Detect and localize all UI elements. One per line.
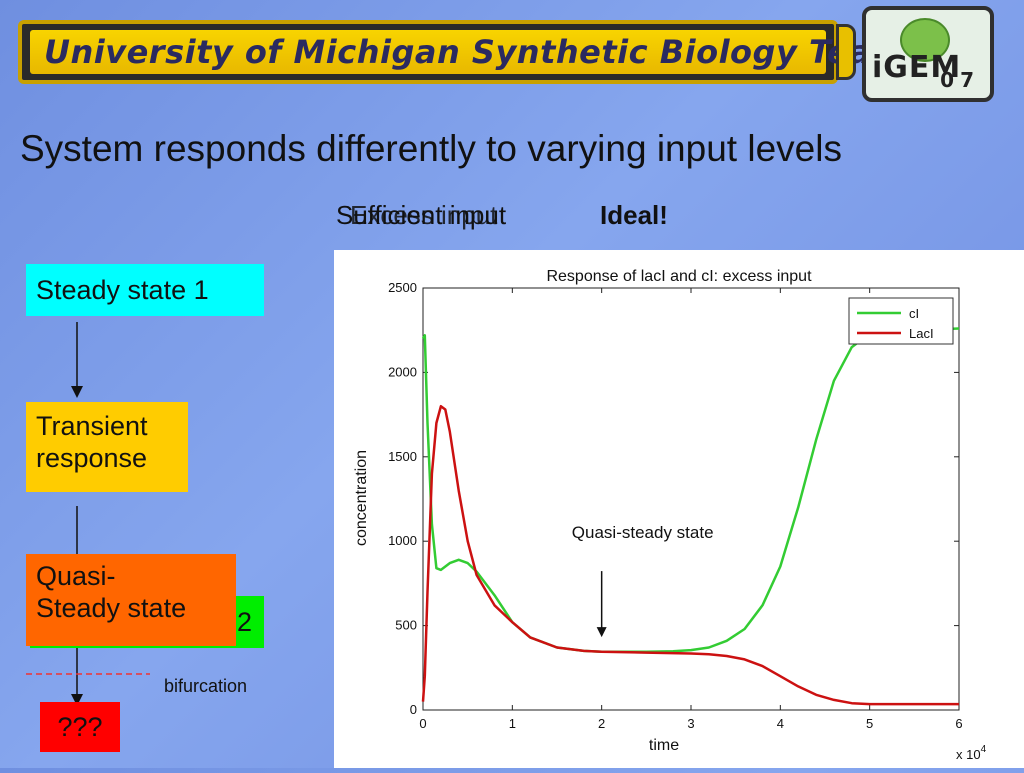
transient-response-box: Transient response	[26, 402, 188, 492]
y-tick-label: 1000	[388, 533, 417, 548]
y-tick-label: 2500	[388, 280, 417, 295]
x-tick-label: 0	[419, 716, 426, 731]
legend-box	[848, 297, 954, 345]
y-tick-label: 1500	[388, 449, 417, 464]
chart-ylabel: concentration	[353, 450, 370, 546]
chart-x-multiplier-exp: 4	[981, 744, 987, 755]
steady-state-1-label: Steady state 1	[36, 274, 209, 305]
igem-logo: iGEM 07	[862, 6, 994, 102]
x-tick-label: 5	[866, 716, 873, 731]
subtitle-sufficient: Sufficient input	[336, 200, 507, 230]
concentration-chart: Response of lacI and cI: excess input co…	[353, 268, 987, 762]
banner-title: University of Michigan Synthetic Biology…	[44, 33, 906, 71]
chart-x-multiplier: x 104	[956, 744, 987, 762]
chart-axes: 0 1 2 3 4 5 6 0 500 1000 1500 2000 2500	[388, 280, 963, 731]
banner-end-cap	[836, 24, 856, 80]
quasi-label-line1: Quasi-	[36, 561, 116, 591]
y-tick-label: 2000	[388, 364, 417, 379]
x-tick-label: 4	[777, 716, 784, 731]
quasi-steady-state-box: Quasi- Steady state	[26, 554, 236, 646]
transient-label-line2: response	[36, 443, 148, 474]
chart-annotation: Quasi-steady state	[572, 523, 714, 638]
annotation-label: Quasi-steady state	[572, 523, 714, 542]
x-tick-label: 6	[955, 716, 962, 731]
series-line-ci	[421, 327, 960, 654]
x-tick-label: 2	[598, 716, 605, 731]
transient-label-line1: Transient	[36, 411, 148, 441]
unknown-state-label: ???	[57, 711, 103, 742]
x-tick-label: 1	[509, 716, 516, 731]
header-banner: University of Michigan Synthetic Biology…	[18, 20, 905, 84]
logo-year: 07	[940, 68, 980, 92]
y-tick-label: 0	[410, 702, 417, 717]
chart-legend: cI LacI	[848, 297, 954, 345]
annotation-arrow-head	[596, 627, 607, 638]
chart-x-multiplier-base: x 10	[956, 747, 981, 762]
steady-state-1-box: Steady state 1	[26, 264, 264, 316]
header-banner-inner: University of Michigan Synthetic Biology…	[30, 30, 905, 74]
logo-text: iGEM	[872, 50, 962, 85]
chart-title: Response of lacI and cI: excess input	[546, 268, 812, 285]
chart-xlabel: time	[649, 737, 679, 754]
y-tick-label: 500	[395, 618, 417, 633]
x-tick-label: 3	[687, 716, 694, 731]
subtitle-excess: Excess input	[350, 200, 498, 230]
chart-panel: Response of lacI and cI: excess input co…	[334, 250, 1024, 768]
steady-state-2-label: 2	[236, 606, 252, 637]
logo-cell-icon	[900, 18, 950, 62]
series-line-laci	[421, 404, 959, 706]
flow-arrows	[26, 322, 150, 706]
bifurcation-label: bifurcation	[164, 676, 248, 696]
quasi-label-line2: Steady state	[36, 593, 187, 624]
legend-label-laci: LacI	[909, 326, 934, 341]
plot-frame	[422, 287, 960, 711]
slide-title: System responds differently to varying i…	[20, 128, 842, 169]
subtitle-ideal: Ideal!	[600, 200, 668, 230]
legend-label-ci: cI	[909, 306, 919, 321]
chart-series	[421, 327, 960, 706]
unknown-state-box: ???	[40, 702, 120, 752]
